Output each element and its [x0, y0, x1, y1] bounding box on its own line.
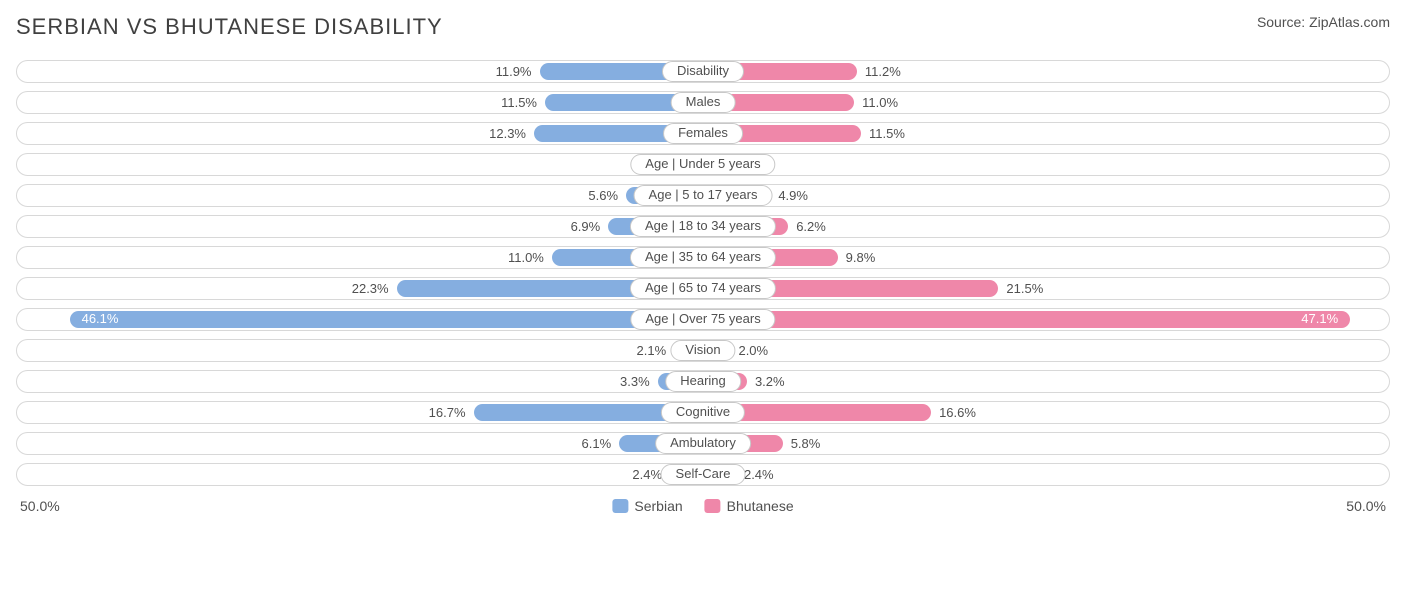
- value-label-left: 46.1%: [74, 311, 127, 326]
- category-label: Age | 65 to 74 years: [630, 278, 776, 299]
- value-label-left: 11.5%: [493, 95, 545, 110]
- category-label: Age | 35 to 64 years: [630, 247, 776, 268]
- chart-row: 46.1% 47.1% Age | Over 75 years: [16, 306, 1390, 333]
- value-label-right: 2.0%: [730, 343, 776, 358]
- row-right-half: 3.2%: [703, 368, 1390, 395]
- chart-row: 11.5% 11.0% Males: [16, 89, 1390, 116]
- category-label: Age | Over 75 years: [630, 309, 775, 330]
- row-right-half: 47.1%: [703, 306, 1390, 333]
- row-left-half: 11.9%: [16, 58, 703, 85]
- row-left-half: 22.3%: [16, 275, 703, 302]
- row-right-half: 21.5%: [703, 275, 1390, 302]
- chart-source: Source: ZipAtlas.com: [1257, 14, 1390, 30]
- row-left-half: 2.1%: [16, 337, 703, 364]
- value-label-right: 3.2%: [747, 374, 793, 389]
- category-label: Age | 18 to 34 years: [630, 216, 776, 237]
- row-left-half: 11.5%: [16, 89, 703, 116]
- chart-title: SERBIAN VS BHUTANESE DISABILITY: [16, 14, 443, 40]
- value-label-left: 16.7%: [421, 405, 474, 420]
- value-label-right: 11.0%: [854, 95, 906, 110]
- legend-item-right: Bhutanese: [705, 498, 794, 514]
- value-label-left: 5.6%: [580, 188, 626, 203]
- row-left-half: 11.0%: [16, 244, 703, 271]
- row-left-half: 6.9%: [16, 213, 703, 240]
- chart-row: 11.9% 11.2% Disability: [16, 58, 1390, 85]
- chart-row: 2.4%2.4%Self-Care: [16, 461, 1390, 488]
- row-left-half: 5.6%: [16, 182, 703, 209]
- row-left-half: 2.4%: [16, 461, 703, 488]
- value-label-left: 2.1%: [629, 343, 675, 358]
- value-label-left: 11.9%: [488, 64, 540, 79]
- row-left-half: 46.1%: [16, 306, 703, 333]
- value-label-left: 11.0%: [500, 250, 552, 265]
- row-left-half: 12.3%: [16, 120, 703, 147]
- category-label: Hearing: [665, 371, 741, 392]
- chart-row: 2.1% 2.0%Vision: [16, 337, 1390, 364]
- category-label: Cognitive: [661, 402, 745, 423]
- value-label-right: 6.2%: [788, 219, 834, 234]
- bar-right: 47.1%: [703, 311, 1350, 328]
- bar-left: 46.1%: [70, 311, 703, 328]
- chart-container: SERBIAN VS BHUTANESE DISABILITY Source: …: [0, 0, 1406, 612]
- row-left-half: 6.1%: [16, 430, 703, 457]
- row-right-half: 9.8%: [703, 244, 1390, 271]
- row-left-half: 16.7%: [16, 399, 703, 426]
- chart-row: 6.1% 5.8% Ambulatory: [16, 430, 1390, 457]
- chart-row: 16.7% 16.6% Cognitive: [16, 399, 1390, 426]
- value-label-left: 12.3%: [481, 126, 534, 141]
- value-label-right: 16.6%: [931, 405, 984, 420]
- chart-row: 5.6% 4.9%Age | 5 to 17 years: [16, 182, 1390, 209]
- row-left-half: 3.3%: [16, 368, 703, 395]
- chart-row: 1.3%1.2%Age | Under 5 years: [16, 151, 1390, 178]
- value-label-left: 22.3%: [344, 281, 397, 296]
- row-right-half: 11.5%: [703, 120, 1390, 147]
- value-label-right: 4.9%: [770, 188, 816, 203]
- value-label-right: 21.5%: [998, 281, 1051, 296]
- value-label-right: 47.1%: [1293, 311, 1346, 326]
- chart-row: 12.3% 11.5% Females: [16, 120, 1390, 147]
- axis-label-left: 50.0%: [20, 498, 60, 514]
- value-label-left: 6.1%: [574, 436, 620, 451]
- chart-rows: 11.9% 11.2% Disability 11.5% 11.0% Males 12.3%…: [16, 58, 1390, 488]
- row-left-half: 1.3%: [16, 151, 703, 178]
- chart-row: 6.9% 6.2% Age | 18 to 34 years: [16, 213, 1390, 240]
- row-right-half: 6.2%: [703, 213, 1390, 240]
- value-label-right: 11.2%: [857, 64, 909, 79]
- value-label-left: 3.3%: [612, 374, 658, 389]
- category-label: Self-Care: [661, 464, 746, 485]
- legend-swatch-right: [705, 499, 721, 513]
- row-right-half: 16.6%: [703, 399, 1390, 426]
- legend-swatch-left: [612, 499, 628, 513]
- legend-item-left: Serbian: [612, 498, 682, 514]
- row-right-half: 1.2%: [703, 151, 1390, 178]
- row-right-half: 11.2%: [703, 58, 1390, 85]
- category-label: Ambulatory: [655, 433, 751, 454]
- row-right-half: 2.4%: [703, 461, 1390, 488]
- value-label-right: 9.8%: [838, 250, 884, 265]
- value-label-right: 5.8%: [783, 436, 829, 451]
- legend-label-right: Bhutanese: [727, 498, 794, 514]
- row-right-half: 5.8%: [703, 430, 1390, 457]
- chart-row: 3.3% 3.2% Hearing: [16, 368, 1390, 395]
- row-right-half: 2.0%: [703, 337, 1390, 364]
- axis-label-right: 50.0%: [1346, 498, 1386, 514]
- value-label-left: 6.9%: [563, 219, 609, 234]
- chart-row: 11.0% 9.8% Age | 35 to 64 years: [16, 244, 1390, 271]
- row-right-half: 11.0%: [703, 89, 1390, 116]
- category-label: Age | 5 to 17 years: [634, 185, 773, 206]
- chart-footer: 50.0% Serbian Bhutanese 50.0%: [16, 496, 1390, 520]
- value-label-right: 11.5%: [861, 126, 913, 141]
- chart-header: SERBIAN VS BHUTANESE DISABILITY Source: …: [16, 14, 1390, 40]
- category-label: Males: [671, 92, 736, 113]
- category-label: Females: [663, 123, 743, 144]
- chart-legend: Serbian Bhutanese: [612, 498, 793, 514]
- category-label: Vision: [670, 340, 735, 361]
- row-right-half: 4.9%: [703, 182, 1390, 209]
- chart-row: 22.3% 21.5% Age | 65 to 74 years: [16, 275, 1390, 302]
- category-label: Age | Under 5 years: [630, 154, 775, 175]
- category-label: Disability: [662, 61, 744, 82]
- legend-label-left: Serbian: [634, 498, 682, 514]
